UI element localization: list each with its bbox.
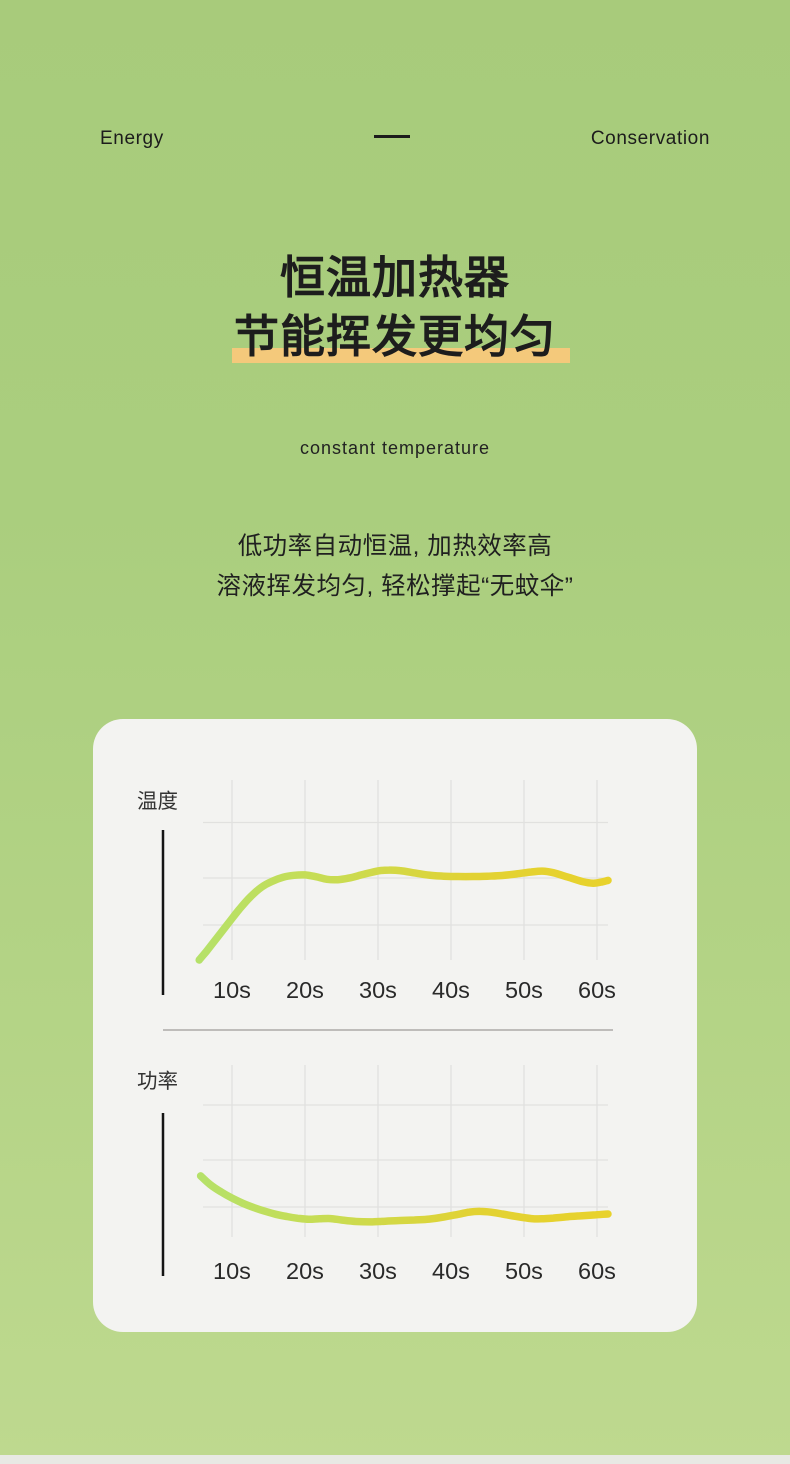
- power-curve: [196, 1172, 612, 1226]
- header-right-label: Conservation: [590, 128, 710, 149]
- title-line2-wrap: 节能挥发更均匀: [231, 307, 570, 366]
- temperature-tick-label: 20s: [286, 977, 324, 1003]
- eyebrow-text: constant temperature: [299, 438, 491, 458]
- temperature-tick-label: 50s: [505, 977, 543, 1003]
- bottom-strip: [0, 1455, 790, 1464]
- title-line2: 节能挥发更均匀: [233, 311, 556, 362]
- charts-card: 温度 10s 20s 30s 40s 50s 60s 功率 10s 20s 30s 40s 50s 60s: [93, 719, 697, 1332]
- power-tick-label: 10s: [213, 1258, 251, 1284]
- power-tick-label: 30s: [359, 1258, 397, 1284]
- temperature-tick-label: 10s: [213, 977, 251, 1003]
- temperature-tick-label: 40s: [432, 977, 470, 1003]
- temperature-curve: [195, 866, 612, 964]
- temperature-tick-label: 60s: [578, 977, 616, 1003]
- title-line1: 恒温加热器: [279, 252, 510, 303]
- charts-canvas: 温度 10s 20s 30s 40s 50s 60s 功率 10s 20s 30s 40s 50s 60s: [93, 719, 697, 1332]
- body-line-1: 低功率自动恒温, 加热效率高: [237, 533, 553, 560]
- header-left-label: Energy: [100, 128, 164, 149]
- power-tick-label: 60s: [578, 1258, 616, 1284]
- body-copy: 低功率自动恒温, 加热效率高 溶液挥发均匀, 轻松撑起“无蚊伞”: [0, 527, 790, 607]
- title-highlight-bar: [231, 348, 570, 363]
- temperature-tick-label: 30s: [359, 977, 397, 1003]
- temperature-axis-label: 温度: [137, 790, 178, 813]
- body-line-2: 溶液挥发均匀, 轻松撑起“无蚊伞”: [216, 573, 574, 600]
- page-title: 恒温加热器 节能挥发更均匀: [0, 248, 790, 366]
- divider-dash: [374, 135, 410, 138]
- power-tick-label: 20s: [286, 1258, 324, 1284]
- power-tick-label: 40s: [432, 1258, 470, 1284]
- charts-svg: 温度 10s 20s 30s 40s 50s 60s 功率 10s 20s 30s 40s 50s 60s: [137, 780, 616, 1284]
- power-tick-label: 50s: [505, 1258, 543, 1284]
- power-axis-label: 功率: [137, 1070, 178, 1093]
